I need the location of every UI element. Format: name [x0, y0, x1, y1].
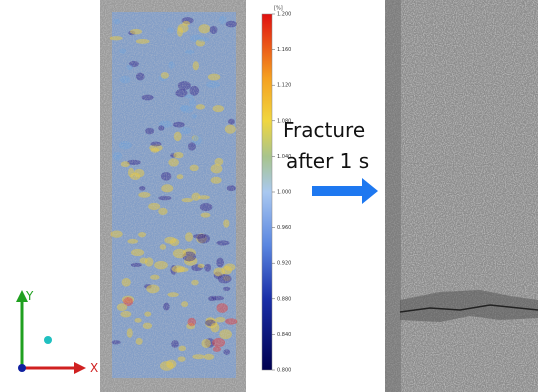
y-arrowhead: [16, 290, 28, 302]
crack-zone: [400, 290, 538, 322]
marker: [44, 336, 52, 344]
arrow: [312, 178, 378, 204]
colorbar-tick-label: 1.120: [277, 83, 291, 89]
origin: [18, 364, 26, 372]
annotation-line2: after 1 s: [286, 149, 369, 173]
x-axis-label: X: [90, 361, 98, 375]
colorbar-tick-label: 0.920: [277, 261, 291, 267]
colorbar-tick-label: 1.000: [277, 190, 291, 196]
annotation-line1: Fracture: [283, 118, 365, 142]
colorbar-tick-label: 1.200: [277, 12, 291, 18]
colorbar-tick-label: 1.080: [277, 118, 291, 124]
colorbar-tick-label: 1.160: [277, 47, 291, 53]
colorbar-ticks: 1.200 1.160 1.120 1.080 1.040 1.000 0.960 0.920…: [272, 12, 291, 374]
colorbar-tick-label: 0.960: [277, 225, 291, 231]
colorbar-unit: [%]: [274, 6, 283, 12]
colorbar-tick-label: 0.880: [277, 296, 291, 302]
edge: [385, 0, 401, 392]
x-arrowhead: [74, 362, 86, 374]
colorbar-tick-label: 1.040: [277, 154, 291, 160]
colorbar-tick-label: 0.840: [277, 332, 291, 338]
y-axis-label: Y: [25, 289, 34, 303]
crack: [399, 304, 538, 313]
speckle-overlay: [112, 12, 236, 378]
colorbar: [261, 13, 273, 371]
speckle: [385, 0, 538, 392]
colorbar-tick-label: 0.800: [277, 368, 291, 374]
